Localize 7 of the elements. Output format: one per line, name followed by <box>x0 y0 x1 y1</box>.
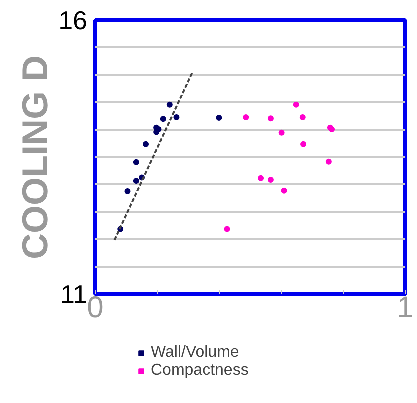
legend-label: Compactness <box>151 362 249 380</box>
y-tick-label: 11 <box>60 280 88 310</box>
y-tick-label: 16 <box>58 6 88 36</box>
x-tick-label: 1 <box>397 292 414 324</box>
y-axis-title: COOLING D <box>14 55 56 260</box>
legend-label: Wall/Volume <box>151 344 240 362</box>
x-tick-label: 0 <box>87 292 104 324</box>
